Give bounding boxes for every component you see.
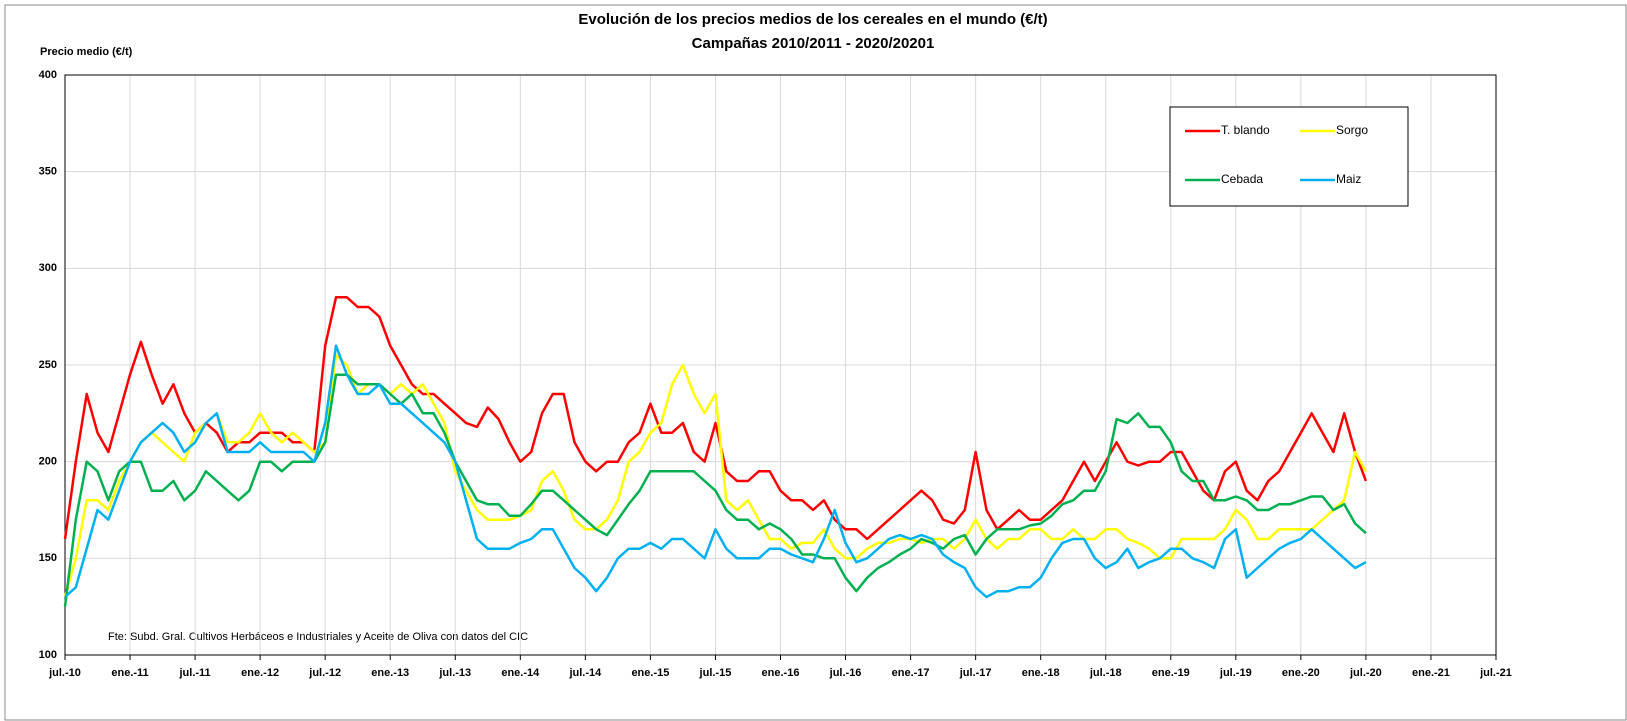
x-tick-label: ene.-16 — [762, 667, 800, 679]
y-axis-label: Precio medio (€/t) — [40, 46, 133, 58]
x-tick-label: ene.-12 — [241, 667, 279, 679]
x-tick-label: ene.-17 — [892, 667, 930, 679]
x-tick-label: jul.-21 — [1479, 667, 1512, 679]
x-tick-label: ene.-20 — [1282, 667, 1320, 679]
chart-title: Evolución de los precios medios de los c… — [578, 11, 1047, 28]
x-tick-label: ene.-13 — [371, 667, 409, 679]
source-note: Fte: Subd. Gral. Cultivos Herbáceos e In… — [108, 631, 528, 643]
series-line — [63, 373, 1367, 607]
y-tick-label: 200 — [39, 456, 57, 468]
y-tick-label: 100 — [39, 649, 57, 661]
y-tick-label: 250 — [39, 359, 57, 371]
x-tick-label: jul.-18 — [1089, 667, 1122, 679]
series-line — [64, 344, 1367, 599]
legend-label: Maiz — [1336, 172, 1361, 186]
y-tick-label: 300 — [39, 262, 57, 274]
x-tick-label: jul.-15 — [699, 667, 732, 679]
x-tick-label: ene.-11 — [111, 667, 148, 679]
series-line — [63, 296, 1368, 541]
chart-frame — [4, 4, 1627, 721]
x-tick-label: jul.-11 — [178, 667, 210, 679]
legend-box — [1169, 106, 1409, 207]
legend-label: Cebada — [1221, 172, 1263, 186]
legend-label: T. blando — [1221, 123, 1270, 137]
x-tick-label: jul.-19 — [1219, 667, 1252, 679]
x-tick-label: ene.-14 — [501, 667, 540, 679]
x-tick-label: ene.-21 — [1412, 667, 1450, 679]
x-tick-label: jul.-10 — [48, 667, 81, 679]
x-tick-label: jul.-16 — [829, 667, 862, 679]
x-tick-label: jul.-14 — [568, 667, 602, 679]
x-tick-label: ene.-18 — [1022, 667, 1060, 679]
y-tick-label: 350 — [39, 166, 57, 178]
series-line — [63, 354, 1367, 598]
x-tick-label: ene.-19 — [1152, 667, 1190, 679]
plot-frame — [64, 74, 1497, 656]
x-tick-label: jul.-20 — [1349, 667, 1382, 679]
x-tick-label: jul.-13 — [438, 667, 471, 679]
x-tick-label: jul.-12 — [308, 667, 341, 679]
x-tick-label: ene.-15 — [631, 667, 669, 679]
y-tick-label: 400 — [39, 69, 57, 81]
chart-subtitle: Campañas 2010/2011 - 2020/20201 — [692, 35, 935, 52]
y-tick-label: 150 — [39, 552, 57, 564]
x-tick-label: jul.-17 — [959, 667, 992, 679]
legend-label: Sorgo — [1336, 123, 1368, 137]
